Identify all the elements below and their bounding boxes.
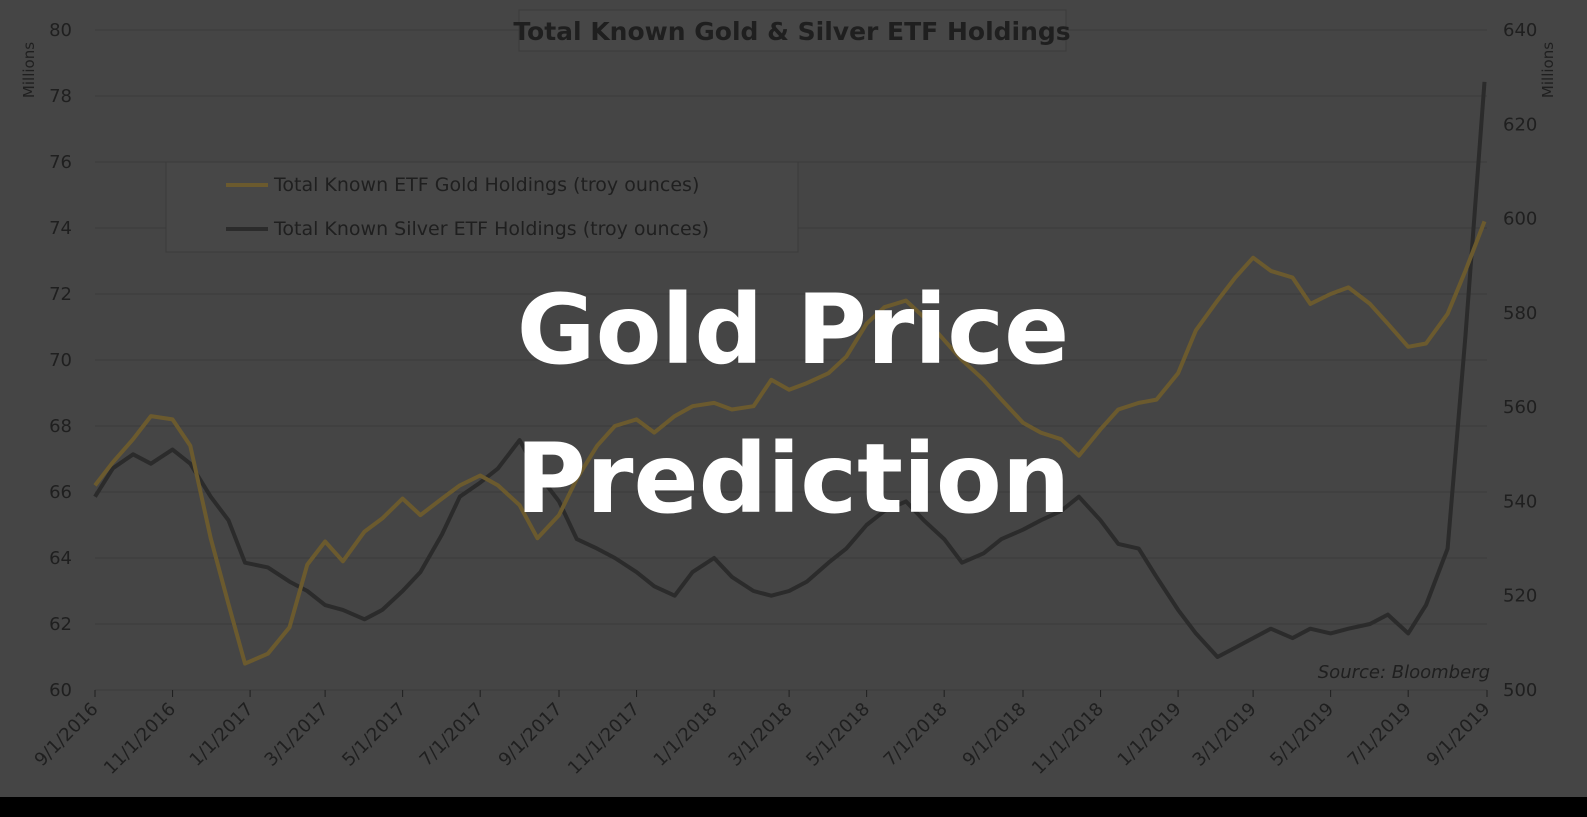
left-tick-label: 66 bbox=[49, 482, 72, 503]
overlay-line-1: Gold Price bbox=[517, 274, 1069, 386]
title-frame bbox=[518, 9, 1067, 52]
left-axis-label: Millions bbox=[20, 42, 38, 98]
left-tick-label: 64 bbox=[49, 548, 72, 569]
right-axis-ticks: 500 520 540 560 580 600 620 640 bbox=[1503, 20, 1537, 701]
left-tick-label: 68 bbox=[49, 416, 72, 437]
chart-title: Total Known Gold & Silver ETF Holdings bbox=[513, 17, 1070, 46]
left-axis-ticks: 60 62 64 66 68 70 72 74 76 78 80 bbox=[49, 20, 72, 701]
overlay-line-2: Prediction bbox=[516, 423, 1070, 535]
right-tick-label: 600 bbox=[1503, 209, 1537, 230]
left-tick-label: 62 bbox=[49, 614, 72, 635]
legend: Total Known ETF Gold Holdings (troy ounc… bbox=[165, 161, 799, 253]
gold-holdings-line bbox=[93, 220, 1487, 666]
bottom-bar bbox=[0, 797, 1587, 817]
silver-holdings-line bbox=[93, 81, 1487, 659]
left-tick-label: 60 bbox=[49, 680, 72, 701]
right-tick-label: 540 bbox=[1503, 491, 1537, 512]
chart-title-box: Total Known Gold & Silver ETF Holdings bbox=[513, 9, 1071, 52]
source-note: Source: Bloomberg bbox=[1318, 662, 1490, 683]
legend-gold-label: Total Known ETF Gold Holdings (troy ounc… bbox=[273, 174, 699, 196]
legend-frame bbox=[165, 161, 799, 253]
right-tick-label: 520 bbox=[1503, 586, 1537, 607]
right-tick-label: 640 bbox=[1503, 20, 1537, 41]
left-tick-label: 74 bbox=[49, 218, 72, 239]
right-axis-label: Millions bbox=[1539, 42, 1557, 98]
left-tick-label: 76 bbox=[49, 152, 72, 173]
right-tick-label: 500 bbox=[1503, 680, 1537, 701]
right-tick-label: 560 bbox=[1503, 397, 1537, 418]
overlay-headline: Gold Price Prediction bbox=[516, 274, 1070, 535]
left-tick-label: 78 bbox=[49, 86, 72, 107]
right-tick-label: 620 bbox=[1503, 114, 1537, 135]
legend-silver-label: Total Known Silver ETF Holdings (troy ou… bbox=[273, 218, 709, 240]
series-lines bbox=[93, 81, 1487, 666]
left-tick-label: 70 bbox=[49, 350, 72, 371]
left-tick-label: 72 bbox=[49, 284, 72, 305]
right-tick-label: 580 bbox=[1503, 303, 1537, 324]
left-tick-label: 80 bbox=[49, 20, 72, 41]
chart-background bbox=[0, 0, 1587, 797]
